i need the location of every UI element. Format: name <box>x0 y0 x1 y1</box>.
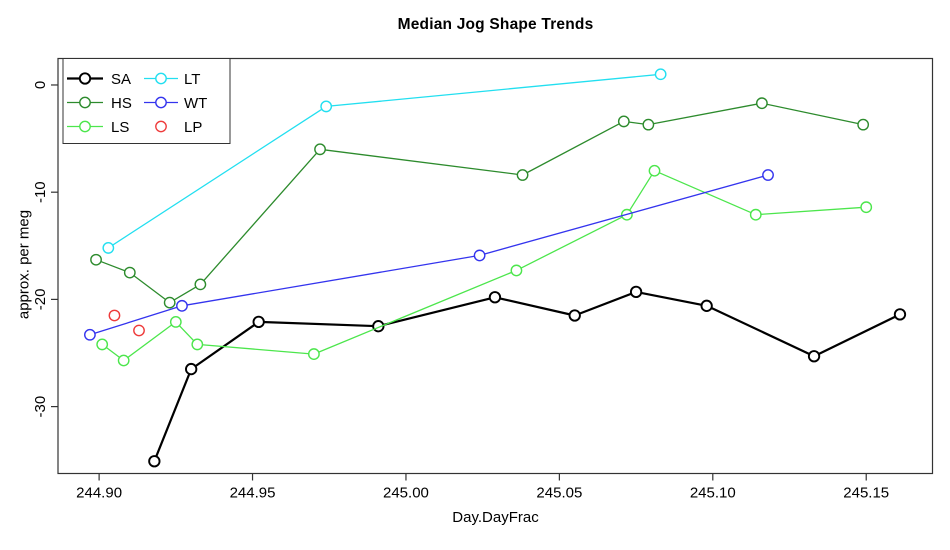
series-LS-point <box>648 164 661 177</box>
series-SA-point <box>700 299 713 312</box>
series-LP <box>108 309 145 337</box>
series-LS <box>96 164 873 367</box>
series-WT-point <box>473 249 486 262</box>
series-HS-point <box>857 118 870 131</box>
series-LS-point <box>510 264 523 277</box>
legend-label-SA: SA <box>111 71 131 88</box>
series-WT <box>84 169 774 341</box>
series-LT-point <box>654 68 667 81</box>
x-tick-label-244.90: 244.90 <box>76 485 122 502</box>
chart-title: Median Jog Shape Trends <box>397 16 594 33</box>
series-SA <box>148 285 907 468</box>
series-SA-point <box>629 285 643 299</box>
series-LT-point <box>320 100 333 113</box>
x-tick-label-245.05: 245.05 <box>536 485 582 502</box>
series-HS-point <box>163 296 176 309</box>
series-HS-point <box>123 266 136 279</box>
series-SA-point <box>185 362 198 376</box>
series-LT-point <box>102 242 115 254</box>
y-tick-label--20: -20 <box>32 289 49 311</box>
series-HS-point <box>617 115 630 128</box>
legend-label-LS: LS <box>111 119 129 136</box>
series-LS-point <box>191 338 204 351</box>
series-WT-point <box>762 169 774 181</box>
series-WT-point <box>176 299 188 312</box>
legend-label-LP: LP <box>184 119 202 136</box>
series-LS-point <box>117 354 130 367</box>
legend-label-LT: LT <box>184 71 200 88</box>
series-LP-point <box>108 309 121 322</box>
legend-swatch-LT <box>155 72 167 85</box>
series-HS <box>90 97 870 309</box>
series-HS-point <box>194 278 207 291</box>
legend-box <box>62 58 231 144</box>
series-SA-point <box>148 455 161 468</box>
x-tick-label-244.95: 244.95 <box>230 485 276 502</box>
legend-label-HS: HS <box>111 95 132 112</box>
series-LS-point <box>308 348 320 360</box>
series-LS-point <box>860 201 873 214</box>
x-tick-label-245.10: 245.10 <box>690 485 736 502</box>
legend-swatch-LS <box>79 120 91 133</box>
legend-swatch-WT <box>155 96 167 109</box>
x-tick-label-245.15: 245.15 <box>843 485 889 502</box>
series-HS-point <box>755 97 768 110</box>
series-SA-point <box>488 291 502 304</box>
legend: SA HS LS LT WT LP <box>62 58 231 144</box>
series-SA-point <box>893 308 907 321</box>
series-LS-point <box>96 338 109 351</box>
y-tick-label--30: -30 <box>32 396 49 418</box>
y-tick-label-0: 0 <box>32 81 49 89</box>
series-SA-point <box>252 315 265 329</box>
plot-border <box>57 57 934 475</box>
series-HS-point <box>642 118 655 131</box>
series-LS-point <box>169 316 182 328</box>
series-SA-line <box>153 290 901 462</box>
series-LS-point <box>749 208 762 221</box>
legend-swatch-LP <box>155 120 167 133</box>
series-LT <box>102 68 667 254</box>
series-HS-point <box>90 253 102 266</box>
y-axis-title: approx. per meg <box>15 209 33 320</box>
x-axis-title: Day.DayFrac <box>452 509 539 526</box>
series-HS-point <box>314 143 326 156</box>
series-HS-line <box>95 102 864 304</box>
legend-swatch-HS <box>79 96 91 109</box>
y-tick-label--10: -10 <box>32 181 49 203</box>
x-tick-label-245.00: 245.00 <box>383 485 429 502</box>
legend-label-WT: WT <box>184 95 207 112</box>
series-HS-point <box>516 169 529 181</box>
legend-swatch-SA <box>78 72 92 85</box>
series-SA-point <box>568 309 581 322</box>
series-LP-point <box>133 324 145 337</box>
series-SA-point <box>807 350 821 363</box>
series-WT-point <box>84 328 96 341</box>
series-WT-line <box>89 174 769 336</box>
